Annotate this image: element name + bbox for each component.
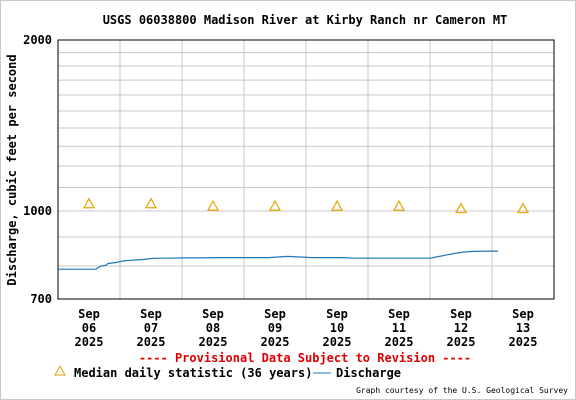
x-tick-label: 2025 [75, 335, 104, 349]
x-tick-label: 2025 [447, 335, 476, 349]
y-axis-label: Discharge, cubic feet per second [5, 54, 19, 285]
x-tick-label: 12 [454, 321, 468, 335]
x-tick-labels: Sep062025Sep072025Sep082025Sep092025Sep1… [75, 307, 538, 349]
chart-title: USGS 06038800 Madison River at Kirby Ran… [103, 13, 508, 27]
x-tick-label: Sep [326, 307, 348, 321]
median-marker [454, 202, 468, 214]
median-marker [516, 202, 530, 214]
x-tick-label: 07 [144, 321, 158, 335]
legend-discharge-label: Discharge [336, 366, 401, 380]
x-tick-label: 10 [330, 321, 344, 335]
legend-median-marker [54, 364, 66, 376]
x-tick-label: 2025 [199, 335, 228, 349]
y-tick-labels: 700 1000 2000 [23, 33, 52, 306]
x-tick-label: Sep [78, 307, 100, 321]
x-tick-label: 08 [206, 321, 220, 335]
x-tick-label: 2025 [323, 335, 352, 349]
median-marker [268, 199, 282, 211]
median-marker [206, 199, 220, 211]
x-tick-label: Sep [388, 307, 410, 321]
provisional-notice: ---- Provisional Data Subject to Revisio… [139, 351, 471, 365]
median-marker [144, 197, 158, 209]
legend: Median daily statistic (36 years) Discha… [54, 364, 401, 380]
discharge-line [58, 250, 499, 270]
x-tick-label: Sep [450, 307, 472, 321]
x-tick-label: 11 [392, 321, 406, 335]
x-tick-label: 06 [82, 321, 96, 335]
y-tick-label: 1000 [23, 204, 52, 218]
x-tick-label: Sep [202, 307, 224, 321]
x-tick-label: 2025 [137, 335, 166, 349]
plot-area [57, 39, 555, 300]
credit-text: Graph courtesy of the U.S. Geological Su… [356, 386, 568, 395]
grid-lines [58, 40, 555, 299]
x-tick-label: 2025 [509, 335, 538, 349]
x-tick-label: Sep [512, 307, 534, 321]
legend-median-label: Median daily statistic (36 years) [74, 366, 312, 380]
series-layer [58, 197, 530, 270]
median-marker [82, 197, 96, 209]
y-tick-label: 2000 [23, 33, 52, 47]
median-marker [392, 199, 406, 211]
x-tick-label: 2025 [385, 335, 414, 349]
x-tick-label: 2025 [261, 335, 290, 349]
y-tick-label: 700 [30, 292, 52, 306]
x-tick-label: Sep [264, 307, 286, 321]
x-tick-label: Sep [140, 307, 162, 321]
x-tick-label: 13 [516, 321, 530, 335]
median-marker [330, 199, 344, 211]
x-tick-label: 09 [268, 321, 282, 335]
